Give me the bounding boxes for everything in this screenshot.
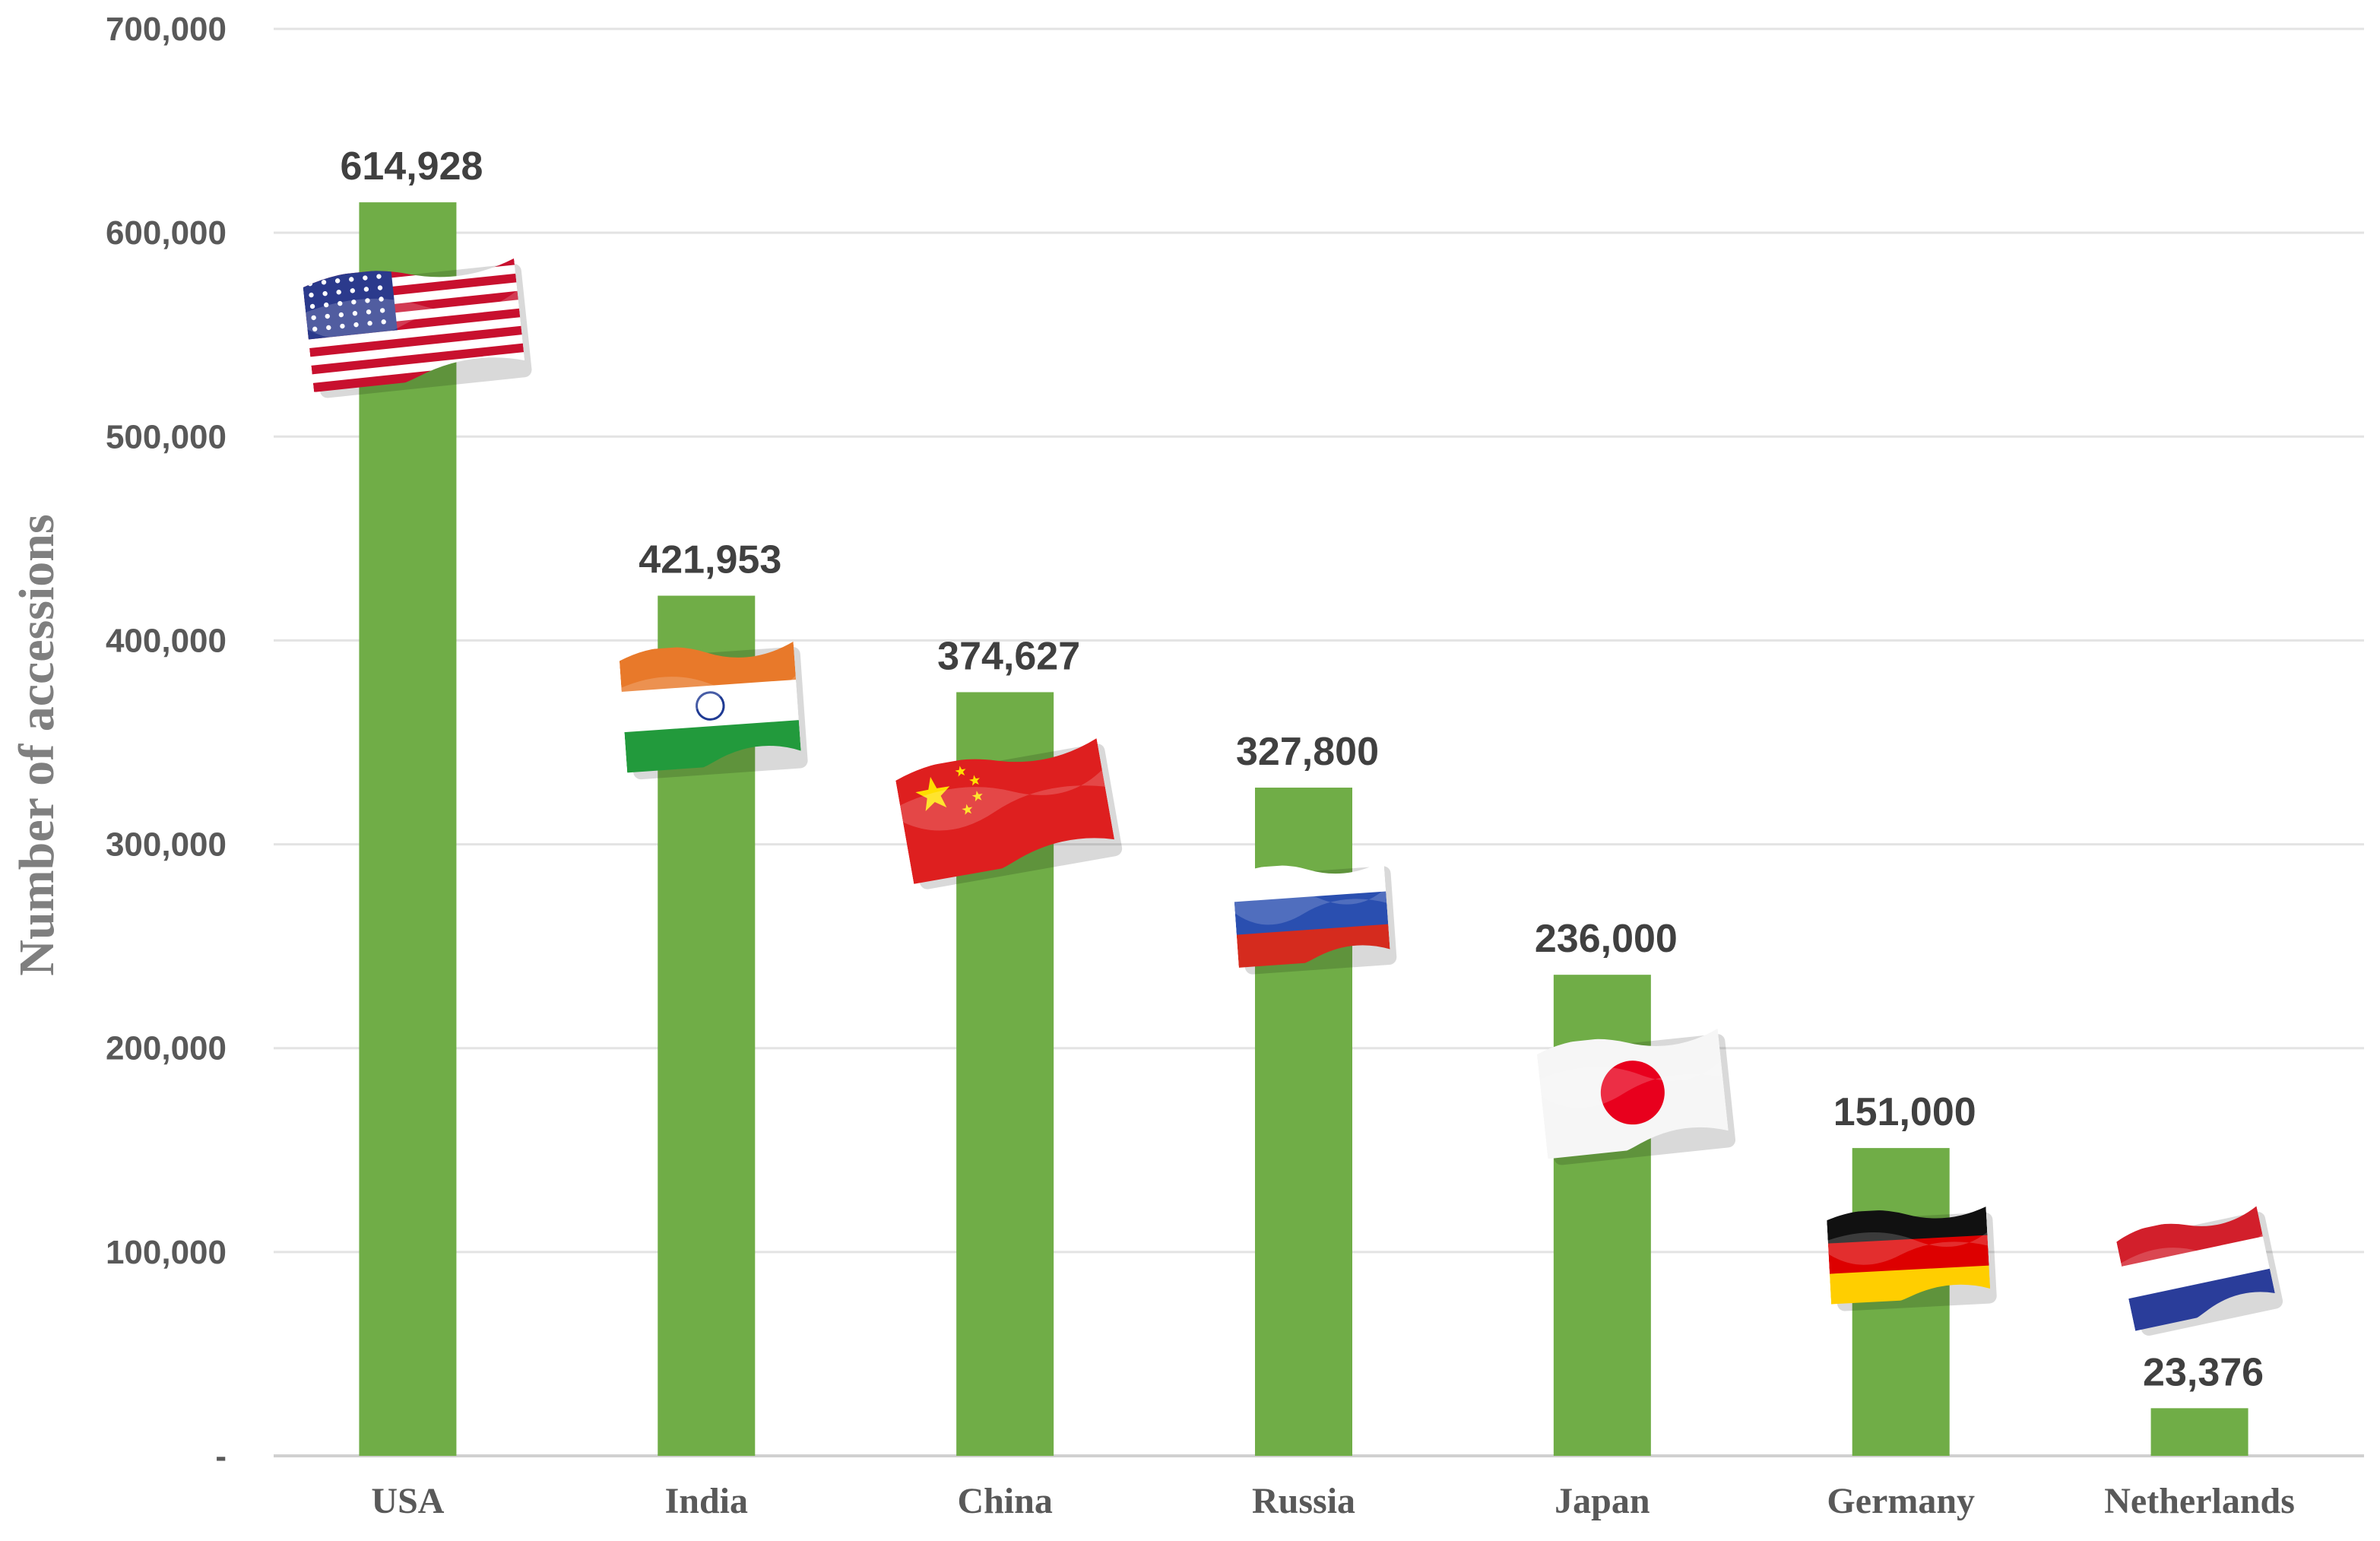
data-labels: 614,928 421,953 374,627 327,800 236,000 151,0… xyxy=(340,144,2264,1394)
data-label-usa: 614,928 xyxy=(340,144,483,189)
bar-netherlands xyxy=(2150,1408,2248,1456)
x-tick-label: India xyxy=(665,1481,748,1521)
germany-flag-icon xyxy=(1826,1204,1997,1311)
y-tick-label: 700,000 xyxy=(106,11,227,48)
y-tick-label: 200,000 xyxy=(106,1030,227,1067)
netherlands-flag-icon xyxy=(2115,1203,2283,1336)
x-tick-label: Japan xyxy=(1554,1481,1650,1521)
usa-flag-icon xyxy=(302,255,532,398)
x-axis: USA India China Russia Japan Germany Netherlan… xyxy=(371,1481,2294,1521)
bar-usa xyxy=(359,202,457,1456)
y-tick-label: 100,000 xyxy=(106,1234,227,1271)
x-tick-label: USA xyxy=(371,1481,444,1521)
russia-flag-icon xyxy=(1231,858,1397,975)
data-label-japan: 236,000 xyxy=(1535,917,1678,961)
data-label-germany: 151,000 xyxy=(1833,1090,1976,1134)
x-tick-label: China xyxy=(957,1481,1052,1521)
gridlines xyxy=(274,27,2364,1457)
y-tick-label: 500,000 xyxy=(106,418,227,455)
japan-flag-icon xyxy=(1535,1026,1736,1165)
y-tick-label: 400,000 xyxy=(106,622,227,659)
y-tick-label: 600,000 xyxy=(106,214,227,252)
x-tick-label: Russia xyxy=(1252,1481,1355,1521)
flags xyxy=(302,255,2283,1336)
data-label-india: 421,953 xyxy=(639,538,781,582)
india-flag-icon xyxy=(618,639,808,780)
data-label-china: 374,627 xyxy=(937,634,1080,678)
china-flag-icon xyxy=(894,736,1123,889)
y-axis-title: Number of accessions xyxy=(9,514,65,975)
x-tick-label: Germany xyxy=(1827,1481,1975,1521)
y-tick-label: 300,000 xyxy=(106,826,227,864)
x-tick-label: Netherlands xyxy=(2104,1481,2295,1521)
y-tick-label: - xyxy=(215,1438,227,1475)
y-axis: - 100,000 200,000 300,000 400,000 500,000 600,… xyxy=(106,11,227,1475)
data-label-netherlands: 23,376 xyxy=(2143,1350,2264,1394)
data-label-russia: 327,800 xyxy=(1236,730,1379,774)
